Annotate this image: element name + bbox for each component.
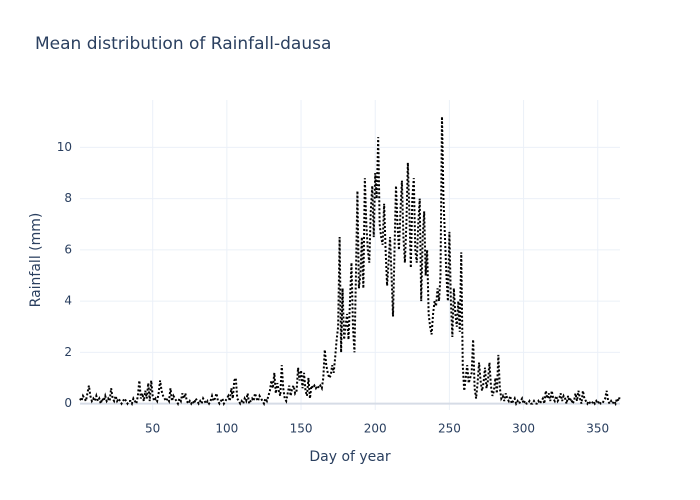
x-tick-label: 350	[586, 422, 609, 436]
chart-title: Mean distribution of Rainfall-dausa	[35, 34, 331, 54]
y-tick-label: 10	[57, 140, 72, 154]
x-tick-label: 300	[512, 422, 535, 436]
x-tick-label: 50	[145, 422, 160, 436]
y-tick-label: 2	[64, 345, 72, 359]
y-tick-label: 4	[64, 294, 72, 308]
rainfall-line	[79, 116, 621, 408]
x-axis-title: Day of year	[309, 449, 391, 465]
y-axis-title: Rainfall (mm)	[28, 213, 44, 308]
x-tick-label: 100	[215, 422, 238, 436]
y-tick-label: 8	[64, 191, 72, 205]
grid	[80, 100, 620, 410]
y-tick-label: 6	[64, 242, 72, 256]
y-tick-label: 0	[64, 396, 72, 410]
x-tick-label: 250	[438, 422, 461, 436]
x-tick-label: 150	[290, 422, 313, 436]
x-tick-label: 200	[364, 422, 387, 436]
